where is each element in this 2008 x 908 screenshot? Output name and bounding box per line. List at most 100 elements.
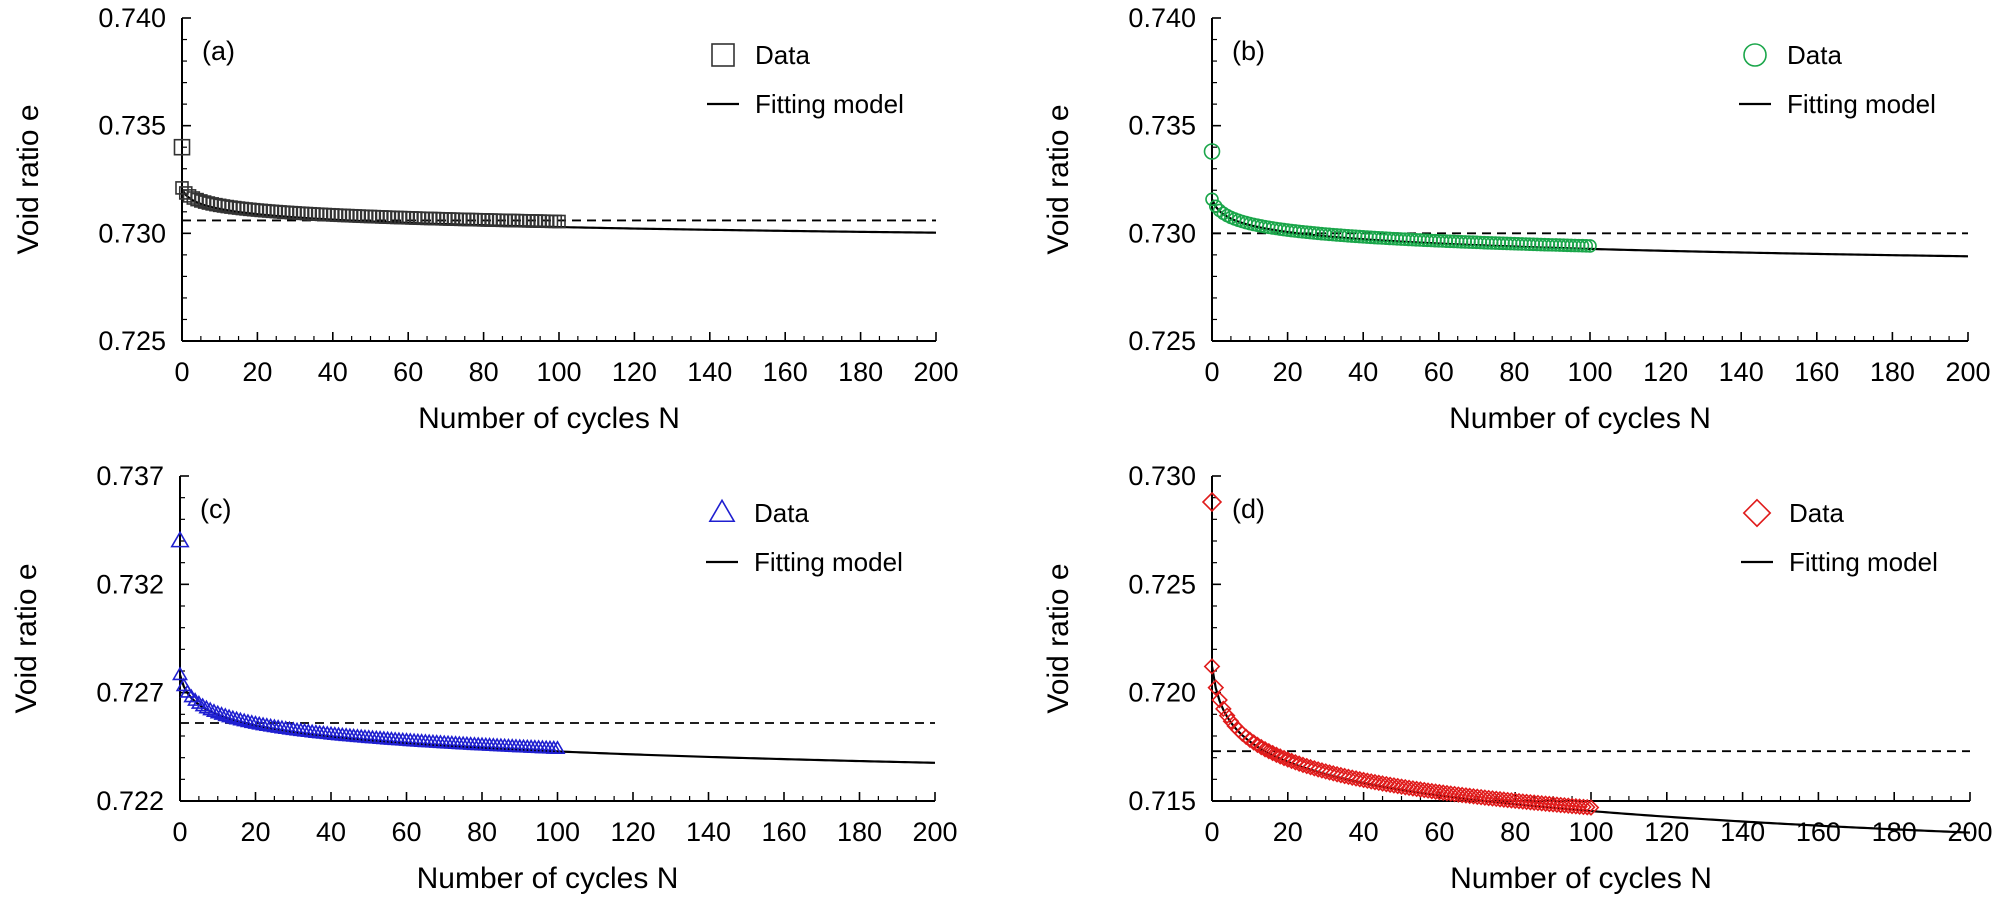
- x-tick-label: 100: [1568, 817, 1613, 847]
- y-tick-label: 0.725: [98, 326, 166, 356]
- legend-data-marker: [711, 43, 735, 67]
- data-point: [205, 703, 222, 718]
- data-point: [1537, 795, 1554, 813]
- y-tick-label: 0.727: [96, 678, 164, 708]
- x-tick-label: 160: [1796, 817, 1841, 847]
- data-point: [1207, 679, 1225, 696]
- x-tick-label: 160: [761, 817, 806, 847]
- x-tick-label: 0: [172, 817, 187, 847]
- y-tick-label: 0.725: [1128, 326, 1196, 356]
- data-point: [170, 530, 190, 548]
- x-tick-label: 100: [1567, 357, 1612, 387]
- chart-panel-d: 0 20 40 60 80 100 120 140 160 180 2000.7150.7200.7…: [1042, 461, 1993, 895]
- data-point: [1552, 796, 1570, 814]
- data-point: [190, 695, 207, 709]
- y-tick-label: 0.725: [1128, 569, 1196, 599]
- data-point: [1533, 794, 1551, 812]
- legend-fit-label: Fitting model: [755, 89, 904, 119]
- data-point: [1465, 788, 1482, 805]
- x-tick-label: 0: [1204, 357, 1219, 387]
- x-tick-label: 140: [1719, 357, 1764, 387]
- data-point: [1476, 789, 1494, 806]
- data-point: [217, 707, 234, 722]
- data-point: [1522, 793, 1539, 811]
- y-tick-label: 0.732: [96, 569, 164, 599]
- data-point: [1256, 740, 1274, 758]
- data-point: [1472, 788, 1490, 806]
- data-point: [232, 711, 249, 726]
- data-point: [1457, 787, 1475, 804]
- x-tick-label: 20: [240, 817, 270, 847]
- data-point: [549, 740, 566, 754]
- legend-data-label: Data: [1787, 40, 1842, 70]
- y-tick-label: 0.735: [1128, 111, 1196, 141]
- x-tick-label: 60: [393, 357, 423, 387]
- x-tick-label: 20: [1273, 817, 1303, 847]
- data-point: [1491, 790, 1509, 808]
- x-tick-label: 40: [316, 817, 346, 847]
- data-point: [1203, 143, 1221, 160]
- x-tick-label: 0: [1204, 817, 1219, 847]
- y-axis-title: Void ratio e: [1042, 104, 1075, 254]
- y-axis-title: Void ratio e: [10, 563, 43, 713]
- data-point: [172, 666, 188, 681]
- x-tick-label: 200: [912, 817, 957, 847]
- data-point: [1544, 796, 1562, 813]
- data-point: [1484, 790, 1501, 807]
- data-point: [175, 677, 192, 692]
- legend-fit-label: Fitting model: [1789, 547, 1938, 577]
- data-point: [552, 214, 566, 229]
- data-point: [1215, 700, 1232, 718]
- data-point: [548, 214, 563, 229]
- data-point: [1571, 798, 1588, 815]
- data-point: [1514, 793, 1532, 810]
- x-axis-title: Number of cycles N: [417, 862, 679, 895]
- data-point: [239, 713, 256, 728]
- data-point: [1559, 797, 1577, 815]
- y-tick-label: 0.715: [1128, 786, 1196, 816]
- data-point: [1203, 658, 1221, 675]
- y-tick-label: 0.722: [96, 786, 164, 816]
- x-tick-label: 80: [467, 817, 497, 847]
- x-tick-label: 40: [318, 357, 348, 387]
- data-point: [544, 214, 559, 229]
- data-point: [1575, 238, 1590, 253]
- data-point: [213, 706, 230, 720]
- x-tick-label: 180: [837, 817, 882, 847]
- legend-data-marker: [1742, 498, 1772, 528]
- data-point: [1211, 691, 1228, 709]
- data-point: [221, 708, 238, 723]
- data-point: [1208, 199, 1223, 214]
- x-tick-label: 180: [1870, 357, 1915, 387]
- x-tick-label: 160: [763, 357, 808, 387]
- data-point: [224, 709, 241, 724]
- data-point: [175, 181, 189, 195]
- chart-panel-c: 0 20 40 60 80 100 120 140 160 180 200 0.722 0.727 0.7…: [10, 461, 958, 895]
- data-point: [194, 697, 211, 712]
- data-point: [1499, 791, 1516, 809]
- y-tick-label: 0.730: [1128, 218, 1196, 248]
- data-point: [1525, 794, 1543, 811]
- panel-label: (a): [202, 36, 235, 66]
- data-series: [1203, 143, 1597, 253]
- data-point: [1583, 239, 1597, 253]
- x-tick-label: 120: [1644, 817, 1689, 847]
- y-tick-label: 0.737: [96, 461, 164, 491]
- y-tick-label: 0.740: [98, 3, 166, 33]
- x-tick-label: 20: [242, 357, 272, 387]
- panel-label: (c): [200, 494, 231, 524]
- panel-label: (b): [1232, 36, 1265, 66]
- x-tick-label: 140: [687, 357, 732, 387]
- panel-label: (d): [1232, 494, 1265, 524]
- x-tick-label: 180: [838, 357, 883, 387]
- data-series: [170, 530, 566, 754]
- data-point: [1487, 790, 1505, 808]
- data-point: [1461, 787, 1479, 805]
- x-tick-label: 100: [536, 357, 581, 387]
- data-series: [1201, 491, 1600, 816]
- x-tick-label: 80: [1500, 817, 1530, 847]
- data-point: [1510, 792, 1528, 810]
- x-tick-label: 140: [686, 817, 731, 847]
- x-tick-label: 180: [1872, 817, 1917, 847]
- x-axis-title: Number of cycles N: [418, 402, 680, 435]
